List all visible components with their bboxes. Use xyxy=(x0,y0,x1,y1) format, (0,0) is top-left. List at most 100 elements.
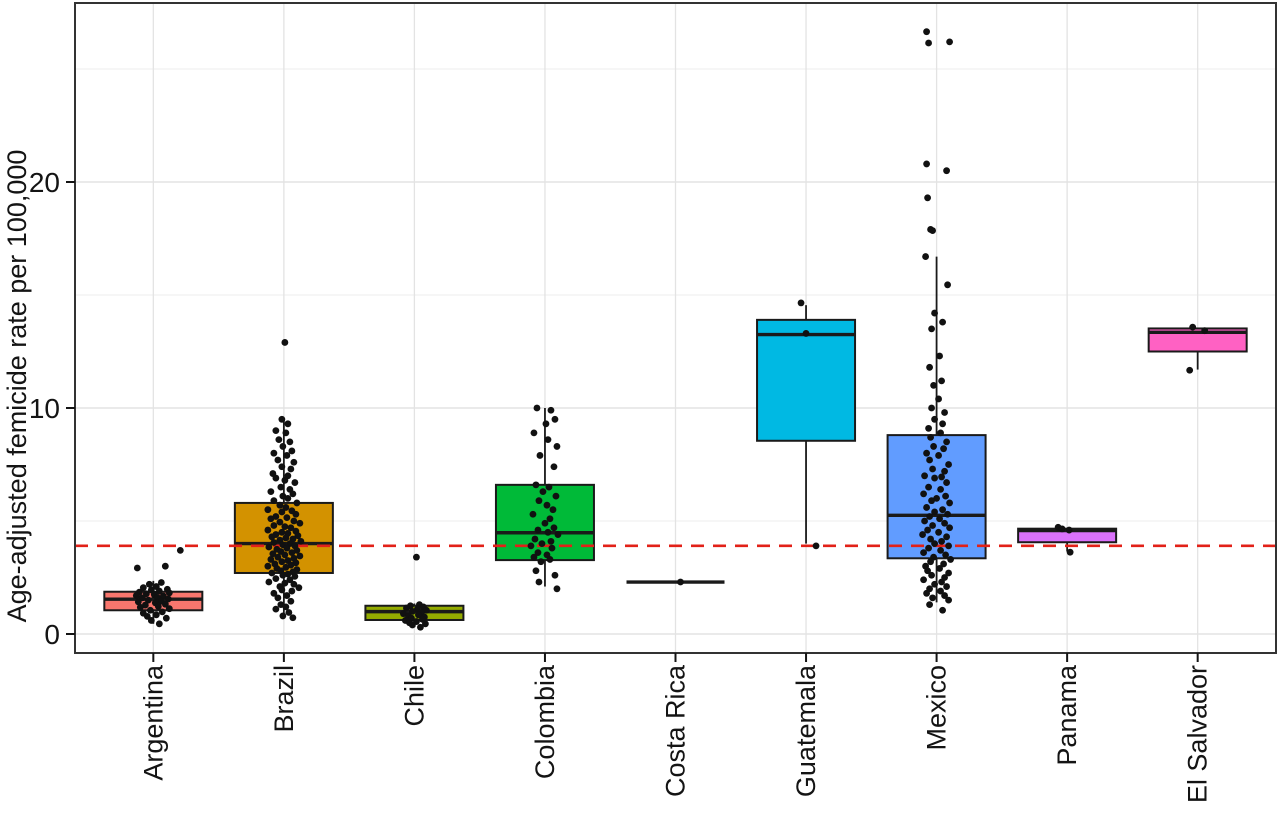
data-point xyxy=(797,299,805,307)
data-point xyxy=(283,544,291,552)
data-point xyxy=(923,28,930,36)
data-point xyxy=(931,580,938,588)
data-point xyxy=(277,483,285,491)
x-tick-label: Colombia xyxy=(530,664,560,779)
points-el-salvador xyxy=(1186,323,1209,374)
data-point xyxy=(937,546,944,554)
data-point xyxy=(928,325,935,333)
data-point xyxy=(278,558,286,566)
data-point xyxy=(132,592,140,599)
x-tick-label: Brazil xyxy=(269,665,299,733)
data-point xyxy=(535,578,543,586)
data-point xyxy=(940,445,947,453)
data-point xyxy=(944,281,951,289)
points-mexico xyxy=(919,28,954,614)
data-point xyxy=(925,424,932,432)
data-point xyxy=(295,584,303,592)
data-point xyxy=(544,528,552,536)
data-point xyxy=(947,556,954,563)
data-point xyxy=(931,474,938,482)
data-point xyxy=(296,552,304,560)
data-point xyxy=(276,518,284,526)
data-point xyxy=(943,438,950,446)
data-point xyxy=(264,562,272,570)
data-point xyxy=(279,443,287,450)
data-point xyxy=(938,537,945,545)
data-point xyxy=(945,569,952,577)
data-point xyxy=(270,539,278,546)
data-point xyxy=(919,531,926,538)
data-point xyxy=(928,497,935,505)
data-point xyxy=(415,611,422,619)
data-point xyxy=(136,603,144,611)
data-point xyxy=(927,535,934,543)
data-point xyxy=(297,537,305,545)
data-point xyxy=(554,531,562,538)
data-point xyxy=(943,167,950,175)
data-point xyxy=(287,465,295,473)
data-point xyxy=(928,571,935,579)
data-point xyxy=(551,415,559,423)
box-guatemala xyxy=(756,305,857,544)
points-colombia xyxy=(527,404,562,593)
y-tick-label: 10 xyxy=(29,393,60,424)
data-point xyxy=(802,330,810,337)
data-point xyxy=(161,600,169,608)
data-point xyxy=(1065,526,1073,534)
data-point xyxy=(929,522,936,529)
data-point xyxy=(549,506,557,514)
data-point xyxy=(924,567,931,575)
data-point xyxy=(264,526,272,534)
data-point xyxy=(265,543,273,551)
data-point xyxy=(288,587,296,595)
data-point xyxy=(422,620,429,628)
data-point xyxy=(152,611,160,619)
data-point xyxy=(527,542,535,550)
data-point xyxy=(282,563,290,571)
data-point xyxy=(930,443,937,450)
data-point xyxy=(287,597,295,605)
data-point xyxy=(270,449,278,457)
data-point xyxy=(155,620,163,628)
data-point xyxy=(145,580,153,588)
iqr-box xyxy=(1147,327,1248,353)
data-point xyxy=(409,621,416,629)
data-point xyxy=(941,409,948,416)
data-point xyxy=(677,578,684,586)
x-tick-label: Panama xyxy=(1052,664,1082,766)
data-point xyxy=(529,510,537,518)
data-point xyxy=(939,420,946,428)
points-panama xyxy=(1054,523,1074,556)
data-point xyxy=(546,556,554,563)
data-point xyxy=(943,479,950,486)
data-point xyxy=(413,553,420,561)
data-point xyxy=(541,519,549,527)
data-point xyxy=(921,517,928,525)
data-point xyxy=(403,604,410,612)
data-point xyxy=(270,522,278,529)
data-point xyxy=(938,578,945,586)
data-point xyxy=(287,524,295,532)
data-point xyxy=(939,606,946,614)
data-point xyxy=(159,592,167,600)
data-point xyxy=(935,452,942,459)
box-el-salvador xyxy=(1147,327,1248,370)
data-point xyxy=(921,472,928,480)
points-argentina xyxy=(132,546,184,628)
data-point xyxy=(533,404,541,412)
data-point xyxy=(924,526,931,534)
data-point xyxy=(269,550,277,558)
data-point xyxy=(290,458,298,466)
data-point xyxy=(923,160,930,168)
data-point xyxy=(272,474,280,482)
data-point xyxy=(532,567,540,575)
data-point xyxy=(924,194,931,202)
data-point xyxy=(543,501,551,509)
data-point xyxy=(275,436,283,444)
data-point xyxy=(281,579,289,587)
data-point xyxy=(531,535,539,543)
data-point xyxy=(270,497,278,505)
points-chile xyxy=(400,553,430,631)
data-point xyxy=(417,623,424,631)
data-point xyxy=(161,562,169,570)
